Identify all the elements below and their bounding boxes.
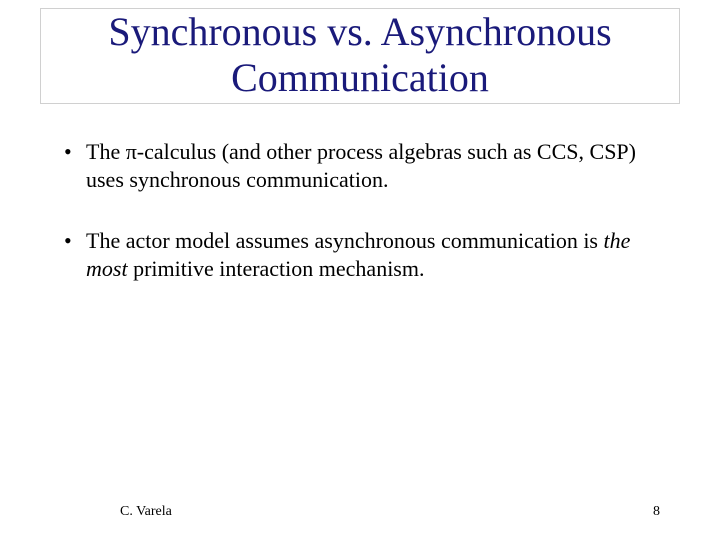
bullet-list: The π-calculus (and other process algebr… xyxy=(60,138,660,282)
title-line-2: Communication xyxy=(231,55,489,100)
bullet-2-text-b: primitive interaction mechanism. xyxy=(128,256,425,281)
bullet-2-text-a: The actor model assumes asynchronous com… xyxy=(86,228,604,253)
title-box: Synchronous vs. Asynchronous Communicati… xyxy=(40,8,680,104)
footer-author: C. Varela xyxy=(120,504,172,520)
bullet-item-1: The π-calculus (and other process algebr… xyxy=(60,138,660,193)
title-line-1: Synchronous vs. Asynchronous xyxy=(108,9,611,54)
bullet-item-2: The actor model assumes asynchronous com… xyxy=(60,227,660,282)
bullet-1-text: The π-calculus (and other process algebr… xyxy=(86,139,636,192)
slide-body: The π-calculus (and other process algebr… xyxy=(60,138,660,282)
slide-title: Synchronous vs. Asynchronous Communicati… xyxy=(47,9,673,101)
footer-page-number: 8 xyxy=(653,504,660,520)
slide: Synchronous vs. Asynchronous Communicati… xyxy=(0,8,720,548)
